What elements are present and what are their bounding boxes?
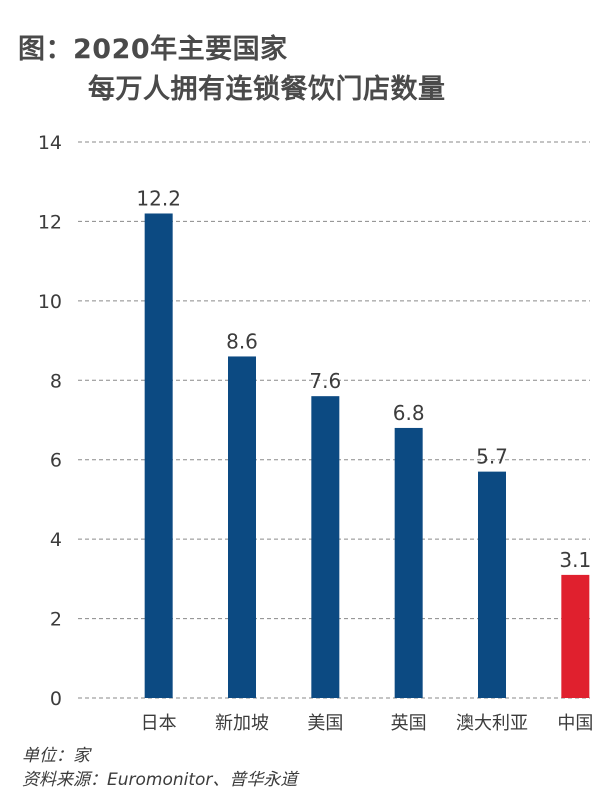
- x-tick-label: 中国: [557, 713, 593, 734]
- value-label: 12.2: [136, 186, 181, 210]
- y-tick-label: 10: [38, 291, 62, 313]
- x-tick-label: 美国: [307, 713, 343, 734]
- x-tick-label: 英国: [391, 713, 427, 734]
- bar-1: [144, 213, 173, 698]
- value-label: 3.1: [559, 548, 591, 572]
- bar-3: [311, 396, 340, 698]
- y-tick-label: 12: [38, 211, 62, 233]
- y-tick-label: 14: [38, 132, 62, 154]
- chart-title: 图：2020年主要国家 每万人拥有连锁餐饮门店数量: [18, 30, 446, 110]
- value-label: 7.6: [309, 369, 341, 393]
- source-note: 资料来源：Euromonitor、普华永道: [22, 770, 298, 790]
- value-label: 6.8: [393, 401, 425, 425]
- x-axis-ticks: 日本 新加坡 美国 英国 澳大利亚 中国: [141, 713, 594, 734]
- value-labels: 12.2 8.6 7.6 6.8 5.7 3.1: [136, 186, 591, 571]
- chart-title-line-1: 图：2020年主要国家: [18, 34, 288, 65]
- chart-title-line-2: 每万人拥有连锁餐饮门店数量: [88, 74, 446, 105]
- x-tick-label: 日本: [141, 713, 177, 734]
- bar-chart: 0 2 4 6 8 10 12 14 12.2 8.6 7.6 6.8 5.7 3.1 日本 新加坡 美国 英…: [38, 132, 594, 734]
- y-tick-label: 0: [50, 688, 62, 710]
- value-label: 8.6: [226, 329, 258, 353]
- unit-note: 单位：家: [22, 746, 90, 766]
- bar-4: [394, 427, 423, 698]
- bars: [144, 213, 590, 698]
- chart-footer: 单位：家 资料来源：Euromonitor、普华永道: [22, 744, 297, 792]
- bar-2: [228, 356, 256, 698]
- value-label: 5.7: [476, 445, 508, 469]
- y-axis-ticks: 0 2 4 6 8 10 12 14: [38, 132, 62, 710]
- bar-5: [478, 471, 506, 698]
- y-tick-label: 6: [50, 450, 62, 472]
- y-tick-label: 8: [50, 370, 62, 392]
- y-tick-label: 4: [50, 529, 62, 551]
- x-tick-label: 澳大利亚: [456, 713, 528, 734]
- bar-6: [561, 574, 590, 698]
- x-tick-label: 新加坡: [215, 713, 269, 734]
- y-tick-label: 2: [50, 609, 62, 631]
